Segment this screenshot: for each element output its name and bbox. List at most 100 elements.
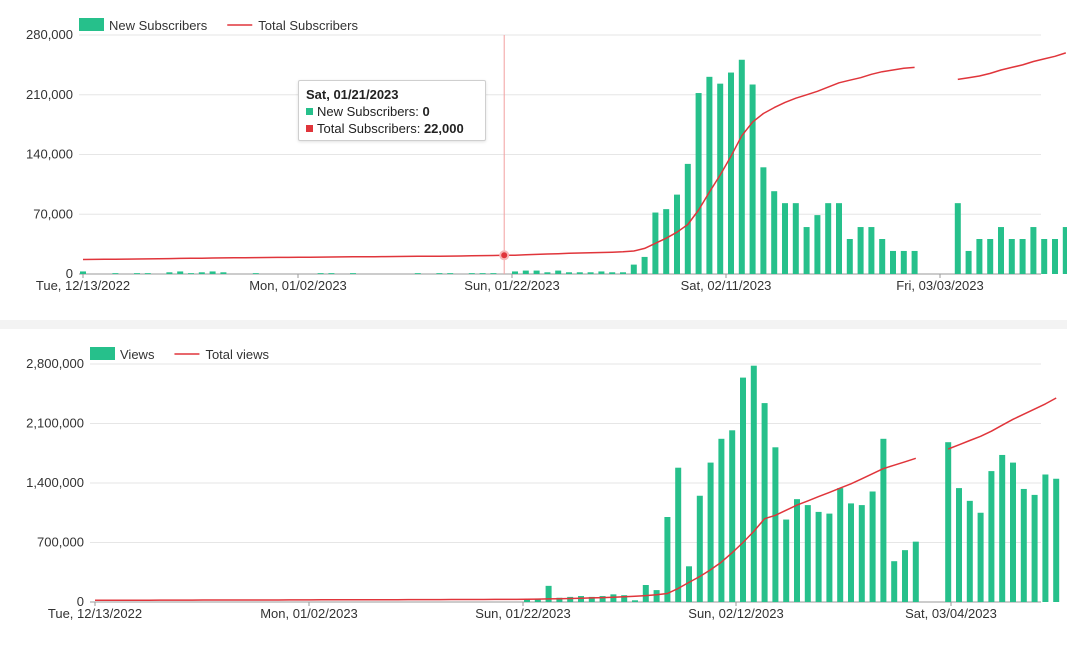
bar — [966, 500, 973, 602]
bar — [825, 203, 832, 274]
bar — [879, 239, 886, 274]
bar — [902, 550, 908, 602]
tooltip-swatch — [306, 108, 313, 115]
bar — [945, 442, 952, 602]
bar — [706, 76, 713, 274]
bar — [1041, 239, 1048, 274]
bar — [166, 272, 173, 274]
bar — [988, 471, 995, 602]
bar — [750, 365, 757, 602]
bar — [783, 519, 790, 602]
subscribers-chart-panel: 280,000 210,000 140,000 70,000 0 Tue, 12/13/2… — [0, 0, 1067, 320]
bar — [556, 597, 563, 602]
y-tick-label: 70,000 — [33, 206, 73, 221]
legend-label: Total Subscribers — [258, 18, 358, 33]
bar — [696, 495, 703, 602]
bar — [209, 271, 216, 274]
bar — [846, 239, 853, 274]
legend-label: New Subscribers — [109, 18, 208, 33]
series-line — [95, 457, 917, 602]
bar — [630, 264, 637, 274]
x-tick-label: Tue, 12/13/2022 — [48, 606, 142, 621]
x-tick-label: Sat, 03/04/2023 — [905, 606, 997, 621]
bar — [112, 273, 119, 274]
bar — [837, 488, 844, 602]
bar — [717, 83, 724, 275]
bar — [1053, 478, 1060, 602]
bar — [598, 271, 605, 274]
bar — [479, 273, 486, 274]
bar — [771, 191, 778, 274]
bar — [436, 273, 443, 274]
bar — [587, 272, 594, 274]
bar — [760, 167, 767, 274]
bar — [674, 194, 680, 274]
legend-swatch-bars — [79, 18, 104, 31]
bar — [900, 250, 907, 274]
bar — [621, 595, 628, 602]
bar — [632, 600, 638, 602]
legend-swatch-bars — [90, 347, 115, 360]
y-tick-label: 0 — [77, 594, 84, 609]
bar — [653, 590, 660, 602]
bar — [1020, 488, 1027, 602]
bar — [534, 598, 541, 602]
y-tick-label: 280,000 — [26, 27, 73, 42]
bar — [954, 203, 961, 274]
bar — [718, 438, 725, 602]
bar — [1042, 474, 1049, 602]
bar — [350, 273, 356, 274]
y-tick-label: 2,100,000 — [26, 416, 84, 431]
bar — [522, 270, 529, 274]
bar — [524, 599, 530, 602]
bar — [566, 272, 572, 274]
bar — [728, 72, 734, 274]
bar — [792, 203, 799, 274]
tooltip-row-total-subscribers: Total Subscribers: 22,000 — [306, 120, 478, 137]
bar — [490, 273, 497, 274]
bar — [998, 227, 1004, 274]
bar — [858, 505, 865, 602]
bar — [782, 203, 788, 274]
bar — [999, 454, 1006, 602]
bar — [749, 84, 756, 274]
bar — [695, 93, 702, 275]
bar — [815, 511, 822, 602]
legend-label: Views — [120, 347, 155, 362]
bar — [620, 272, 626, 274]
bar — [317, 273, 324, 274]
bar — [956, 488, 962, 602]
bar — [220, 272, 227, 274]
tooltip-title: Sat, 01/21/2023 — [306, 87, 399, 102]
series-line — [947, 397, 1057, 450]
bar — [576, 272, 583, 274]
bar — [663, 209, 670, 274]
legend-label: Total views — [205, 347, 269, 362]
bar — [610, 594, 617, 602]
bar — [890, 250, 896, 274]
y-tick-label: 0 — [66, 266, 73, 281]
bar — [1031, 494, 1038, 602]
tooltip-label: Total Subscribers: — [317, 121, 421, 136]
x-tick-label: Sun, 01/22/2023 — [475, 606, 570, 621]
bar — [976, 239, 983, 274]
bar — [740, 377, 746, 602]
bar — [868, 227, 875, 274]
x-tick-label: Sun, 01/22/2023 — [464, 278, 559, 293]
y-tick-label: 700,000 — [37, 535, 84, 550]
bar — [761, 403, 768, 602]
bar — [880, 438, 887, 602]
bar — [641, 256, 648, 274]
bar — [468, 273, 475, 274]
bar — [1010, 462, 1016, 602]
bar — [707, 462, 714, 602]
bar — [977, 512, 984, 602]
bar — [804, 505, 811, 602]
bar — [1052, 239, 1058, 274]
bar — [80, 271, 86, 274]
y-tick-label: 140,000 — [26, 147, 73, 162]
bar — [609, 272, 616, 274]
x-tick-label: Fri, 03/03/2023 — [896, 278, 983, 293]
bar — [144, 273, 151, 274]
bar — [794, 499, 800, 602]
